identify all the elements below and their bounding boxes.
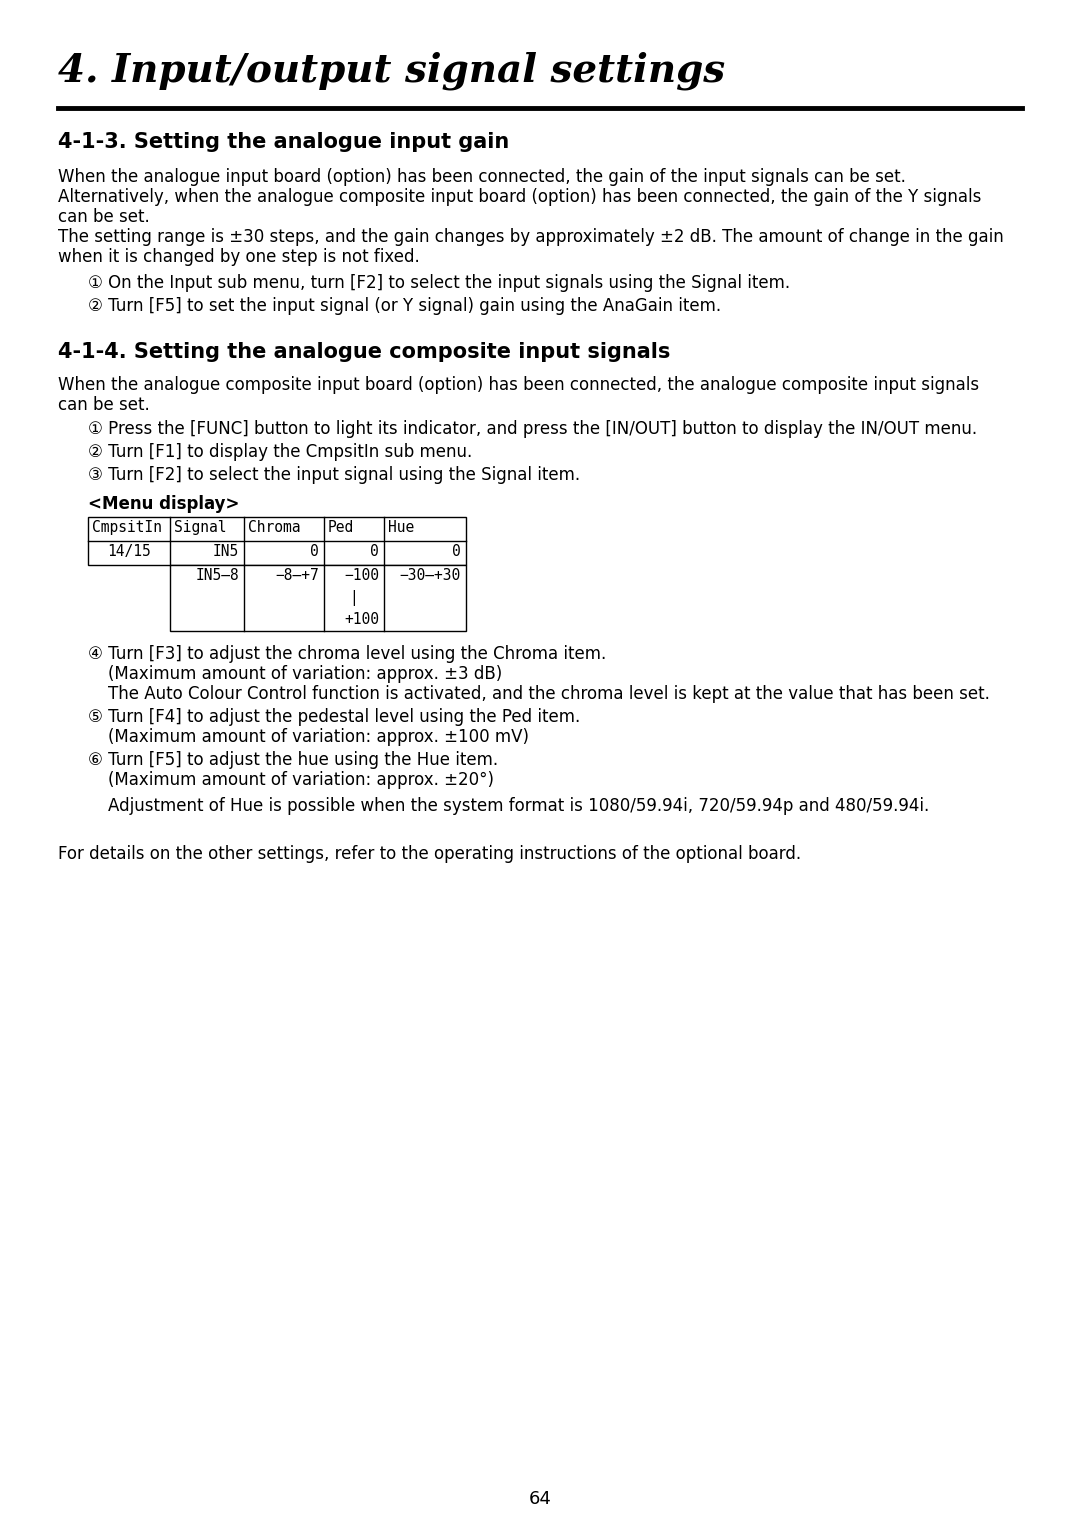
Text: <Menu display>: <Menu display>: [87, 495, 240, 514]
Text: The Auto Colour Control function is activated, and the chroma level is kept at t: The Auto Colour Control function is acti…: [108, 684, 990, 703]
Text: CmpsitIn: CmpsitIn: [92, 520, 162, 535]
Text: ⑤ Turn [F4] to adjust the pedestal level using the Ped item.: ⑤ Turn [F4] to adjust the pedestal level…: [87, 709, 580, 725]
Text: can be set.: can be set.: [58, 396, 150, 415]
Text: 64: 64: [528, 1490, 552, 1509]
Text: 4-1-3. Setting the analogue input gain: 4-1-3. Setting the analogue input gain: [58, 133, 510, 152]
Text: Hue: Hue: [388, 520, 415, 535]
Text: ① On the Input sub menu, turn [F2] to select the input signals using the Signal : ① On the Input sub menu, turn [F2] to se…: [87, 274, 791, 293]
Text: 4. Input/output signal settings: 4. Input/output signal settings: [58, 52, 725, 90]
Text: (Maximum amount of variation: approx. ±100 mV): (Maximum amount of variation: approx. ±1…: [108, 728, 529, 747]
Text: 0: 0: [310, 544, 319, 559]
Text: −8–+7: −8–+7: [275, 568, 319, 584]
Text: When the analogue composite input board (option) has been connected, the analogu: When the analogue composite input board …: [58, 376, 980, 395]
Text: ② Turn [F1] to display the CmpsitIn sub menu.: ② Turn [F1] to display the CmpsitIn sub …: [87, 443, 472, 460]
Text: when it is changed by one step is not fixed.: when it is changed by one step is not fi…: [58, 248, 420, 267]
Text: Alternatively, when the analogue composite input board (option) has been connect: Alternatively, when the analogue composi…: [58, 187, 982, 206]
Text: When the analogue input board (option) has been connected, the gain of the input: When the analogue input board (option) h…: [58, 168, 906, 186]
Text: Adjustment of Hue is possible when the system format is 1080/59.94i, 720/59.94p : Adjustment of Hue is possible when the s…: [108, 797, 929, 815]
Text: 0: 0: [453, 544, 461, 559]
Bar: [87, 517, 465, 565]
Text: 0: 0: [370, 544, 379, 559]
Text: For details on the other settings, refer to the operating instructions of the op: For details on the other settings, refer…: [58, 844, 801, 863]
Text: (Maximum amount of variation: approx. ±3 dB): (Maximum amount of variation: approx. ±3…: [108, 664, 502, 683]
Text: ⑥ Turn [F5] to adjust the hue using the Hue item.: ⑥ Turn [F5] to adjust the hue using the …: [87, 751, 498, 770]
Text: +100: +100: [345, 613, 379, 626]
Text: IN5–8: IN5–8: [195, 568, 239, 584]
Text: ④ Turn [F3] to adjust the chroma level using the Chroma item.: ④ Turn [F3] to adjust the chroma level u…: [87, 645, 606, 663]
Text: Ped: Ped: [328, 520, 354, 535]
Text: ② Turn [F5] to set the input signal (or Y signal) gain using the AnaGain item.: ② Turn [F5] to set the input signal (or …: [87, 297, 721, 315]
Text: IN5: IN5: [213, 544, 239, 559]
Text: Chroma: Chroma: [248, 520, 300, 535]
Text: Signal: Signal: [174, 520, 227, 535]
Text: ③ Turn [F2] to select the input signal using the Signal item.: ③ Turn [F2] to select the input signal u…: [87, 466, 580, 485]
Bar: [170, 565, 465, 631]
Text: (Maximum amount of variation: approx. ±20°): (Maximum amount of variation: approx. ±2…: [108, 771, 494, 789]
Text: −100: −100: [345, 568, 379, 584]
Text: |: |: [350, 590, 359, 607]
Text: ① Press the [FUNC] button to light its indicator, and press the [IN/OUT] button : ① Press the [FUNC] button to light its i…: [87, 421, 977, 437]
Text: The setting range is ±30 steps, and the gain changes by approximately ±2 dB. The: The setting range is ±30 steps, and the …: [58, 229, 1003, 245]
Text: 14/15: 14/15: [107, 544, 151, 559]
Text: 4-1-4. Setting the analogue composite input signals: 4-1-4. Setting the analogue composite in…: [58, 341, 671, 363]
Text: can be set.: can be set.: [58, 207, 150, 226]
Text: −30–+30: −30–+30: [400, 568, 461, 584]
